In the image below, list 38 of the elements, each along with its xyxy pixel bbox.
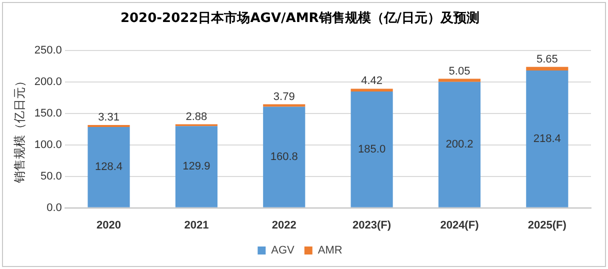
- bar: [263, 106, 306, 208]
- bar: [88, 124, 130, 128]
- data-label: 3.31: [98, 112, 120, 124]
- data-label: 200.2: [446, 138, 474, 151]
- data-label: 128.4: [95, 161, 123, 174]
- data-label: 4.42: [361, 75, 383, 88]
- data-label: 185.0: [358, 143, 386, 156]
- y-tick-label: 100.0: [34, 138, 62, 151]
- data-label: 3.79: [273, 90, 295, 103]
- data-label: 160.8: [270, 151, 298, 164]
- legend-label: AMR: [318, 244, 342, 257]
- x-tick-label: 2021: [184, 219, 209, 232]
- data-label: 129.9: [182, 160, 210, 173]
- bar: [526, 70, 568, 208]
- y-tick-label: 150.0: [34, 108, 62, 120]
- data-label: 5.65: [536, 53, 558, 66]
- y-axis-title: 销售规模（亿日元）: [12, 75, 26, 184]
- x-tick-label: 2024(F): [440, 219, 480, 232]
- bar: [438, 78, 481, 82]
- x-tick-label: 2023(F): [352, 219, 392, 232]
- data-label: 218.4: [533, 132, 561, 145]
- bar: [175, 126, 218, 208]
- chart-title: 2020-2022日本市场AGV/AMR销售规模（亿/日元）及预测: [120, 10, 480, 26]
- legend-label: AGV: [271, 244, 296, 257]
- bar: [438, 82, 481, 208]
- bar: [88, 127, 130, 208]
- data-label: 5.05: [448, 65, 470, 78]
- x-tick-label: 2022: [272, 219, 296, 232]
- data-label: 2.88: [186, 110, 208, 123]
- y-tick-label: 200.0: [34, 76, 62, 88]
- x-tick-label: 2025(F): [528, 219, 567, 232]
- bar: [350, 91, 393, 208]
- x-tick-label: 2020: [96, 219, 122, 232]
- y-tick-label: 0.0: [46, 202, 62, 214]
- y-tick-label: 50.0: [40, 170, 62, 182]
- y-tick-label: 250.0: [34, 44, 62, 57]
- bar: [350, 88, 393, 92]
- bar: [526, 66, 568, 70]
